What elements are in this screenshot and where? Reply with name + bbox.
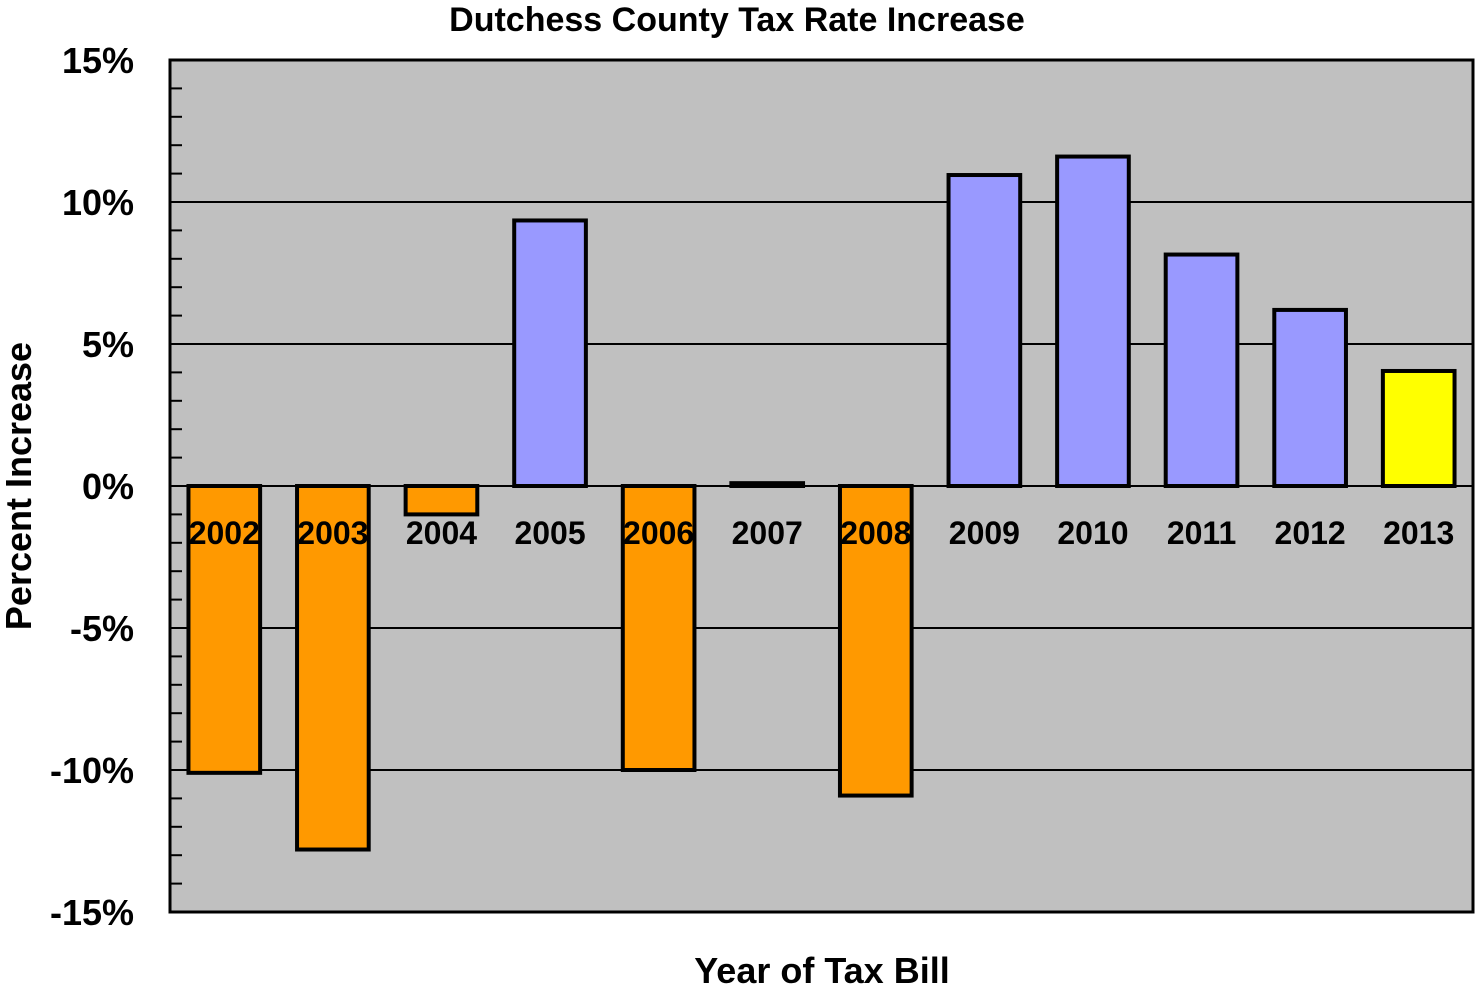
y-tick-label: 15%	[62, 40, 134, 81]
x-tick-label: 2006	[623, 515, 694, 551]
y-tick-label: -15%	[50, 892, 134, 933]
bar-2007	[729, 481, 806, 489]
x-tick-labels: 2002 2003 2004 2005 2006 2007 2008 2009 2010 2011…	[189, 515, 1455, 551]
grid-lines	[170, 201, 1473, 771]
y-tick-labels: 15% 10% 5% 0% -5% -10% -15%	[50, 40, 134, 933]
x-tick-label: 2002	[189, 515, 260, 551]
y-tick-label: 10%	[62, 182, 134, 223]
bar-2012	[1272, 307, 1348, 489]
bar-2004	[403, 484, 480, 517]
x-tick-label: 2009	[949, 515, 1020, 551]
x-axis-title: Year of Tax Bill	[694, 950, 949, 987]
bar-2005	[512, 218, 588, 489]
x-tick-label: 2005	[514, 515, 585, 551]
x-tick-label: 2012	[1275, 515, 1346, 551]
bar-2013	[1380, 368, 1457, 489]
y-tick-label: 5%	[82, 324, 134, 365]
bar-2003	[295, 484, 371, 852]
x-tick-label: 2011	[1167, 515, 1236, 551]
y-axis-title: Percent Increase	[0, 342, 39, 630]
x-tick-label: 2008	[840, 515, 911, 551]
y-tick-label: -10%	[50, 750, 134, 791]
bar-2002	[186, 484, 263, 775]
bar-2006	[620, 484, 697, 772]
plot-border	[168, 58, 1475, 914]
x-tick-label: 2003	[297, 515, 368, 551]
x-tick-label: 2004	[406, 515, 477, 551]
x-tick-label: 2013	[1383, 515, 1454, 551]
bar-2008	[837, 484, 914, 798]
bar-2011	[1163, 252, 1240, 488]
bar-2010	[1055, 154, 1131, 488]
chart-title: Dutchess County Tax Rate Increase	[449, 1, 1025, 39]
x-tick-label: 2007	[732, 515, 803, 551]
y-tick-label: 0%	[82, 466, 134, 507]
x-tick-label: 2010	[1057, 515, 1128, 551]
bars	[186, 154, 1457, 852]
y-tick-label: -5%	[70, 608, 134, 649]
y-minor-ticks	[170, 87, 182, 885]
bar-2009	[946, 173, 1023, 489]
